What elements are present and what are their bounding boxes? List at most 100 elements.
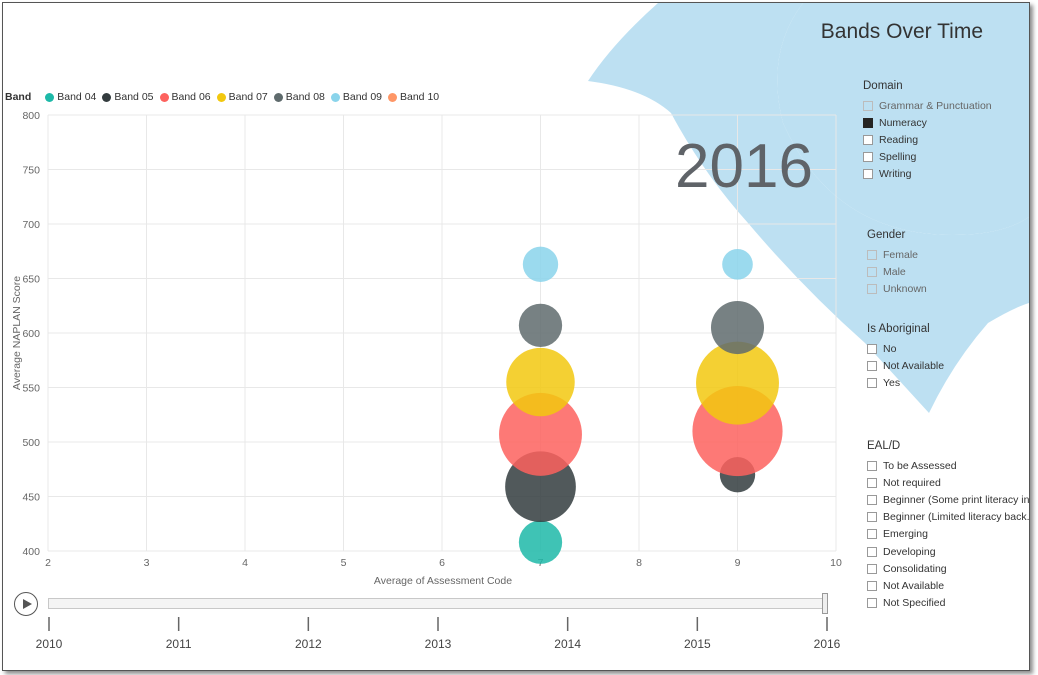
slicer-option[interactable]: Writing (863, 166, 992, 183)
slicer-option[interactable]: Emerging (867, 526, 1029, 543)
y-tick-label: 650 (22, 274, 40, 286)
legend-label: Band 09 (342, 91, 382, 103)
option-label: Yes (883, 376, 901, 389)
decorative-swirl-tail (588, 3, 1029, 413)
slicer-title: Is Aboriginal (867, 323, 930, 335)
y-tick-label: 800 (22, 110, 40, 122)
option-label: No (883, 342, 897, 355)
scatter-chart: 2345678910800750700650600550500450400Ave… (11, 110, 842, 587)
checkbox[interactable] (867, 529, 877, 540)
legend-label: Band 10 (400, 91, 440, 103)
checkbox[interactable] (867, 460, 877, 471)
slicer-option[interactable]: Not required (867, 474, 1029, 491)
legend-item[interactable]: Band 05 (102, 91, 154, 103)
play-button[interactable] (14, 592, 38, 616)
legend-item[interactable]: Band 07 (216, 91, 268, 103)
timeline-track[interactable] (48, 598, 826, 609)
x-tick-label: 9 (735, 557, 741, 569)
x-tick-label: 5 (341, 557, 347, 569)
slicer-option[interactable]: Consolidating (867, 560, 1029, 577)
legend-marker (102, 92, 112, 102)
checkbox[interactable] (867, 377, 877, 388)
checkbox[interactable] (867, 266, 877, 277)
option-label: Spelling (879, 151, 917, 164)
timeline-year-label[interactable]: 2013 (424, 637, 452, 651)
legend-item[interactable]: Band 04 (45, 91, 96, 103)
option-label: Not required (883, 476, 941, 489)
checkbox[interactable] (863, 169, 873, 180)
timeline-year-label[interactable]: 2015 (683, 637, 711, 651)
is-aboriginal-slicer: Is Aboriginal No Not Available Yes (867, 323, 944, 392)
checkbox[interactable] (867, 512, 877, 523)
slicer-option[interactable]: Not Available (867, 577, 1029, 594)
timeline-year-label[interactable]: 2016 (813, 637, 841, 651)
slicer-option[interactable]: Grammar & Punctuation (863, 97, 992, 114)
checkbox[interactable] (867, 249, 877, 260)
bubble-band-04[interactable] (518, 520, 563, 564)
option-label: Beginner (Some print literacy in... (883, 493, 1030, 506)
x-axis-title: Average of Assessment Code (374, 575, 512, 587)
slicer-option[interactable]: Numeracy (863, 114, 992, 131)
slicer-option[interactable]: To be Assessed (867, 457, 1029, 474)
bubble-band-07[interactable] (696, 341, 779, 425)
legend-item[interactable]: Band 08 (273, 91, 325, 103)
slicer-option[interactable]: Developing (867, 543, 1029, 560)
timeline-thumb[interactable] (822, 593, 828, 614)
slicer-option[interactable]: Yes (867, 374, 944, 391)
slicer-option[interactable]: Female (867, 246, 927, 263)
checkbox[interactable] (867, 343, 877, 354)
bubble-band-09[interactable] (522, 246, 559, 283)
checkbox[interactable] (863, 152, 873, 163)
checkbox[interactable] (867, 598, 877, 609)
slicer-option[interactable]: Male (867, 263, 927, 280)
slicer-option[interactable]: Beginner (Limited literacy back... (867, 509, 1030, 526)
checkbox[interactable] (867, 494, 877, 505)
legend-label: Band 08 (285, 91, 325, 103)
option-label: Not Specified (883, 597, 946, 610)
legend-marker (159, 92, 169, 102)
option-label: Emerging (883, 528, 928, 541)
checkbox[interactable] (867, 477, 877, 488)
slicer-option[interactable]: Not Available (867, 357, 944, 374)
slicer-option[interactable]: No (867, 340, 944, 357)
y-tick-label: 750 (22, 165, 40, 177)
slicer-title: EAL/D (867, 440, 901, 452)
checkbox[interactable] (863, 100, 873, 111)
timeline-year-label[interactable]: 2010 (35, 637, 63, 651)
checkbox[interactable] (867, 283, 877, 294)
y-tick-label: 400 (22, 546, 40, 558)
bubble-band-07[interactable] (506, 347, 575, 417)
bubble-band-09[interactable] (722, 249, 753, 280)
slicer-option[interactable]: Unknown (867, 280, 927, 297)
report-title: Bands Over Time (820, 20, 983, 43)
option-label: Not Available (883, 579, 945, 592)
bubble-band-06[interactable] (499, 392, 582, 476)
timeline-year-label[interactable]: 2014 (554, 637, 582, 651)
slicer-option[interactable]: Not Specified (867, 595, 1029, 612)
timeline-year-label[interactable]: 2012 (294, 637, 322, 651)
checkbox[interactable] (867, 563, 877, 574)
slicer-option[interactable]: Spelling (863, 149, 992, 166)
x-tick-label: 8 (636, 557, 642, 569)
x-tick-label: 3 (144, 557, 150, 569)
checkbox[interactable] (863, 117, 873, 128)
bubble-band-08[interactable] (518, 303, 563, 348)
bubble-band-08[interactable] (710, 301, 765, 355)
option-label: Beginner (Limited literacy back... (883, 511, 1030, 524)
checkbox[interactable] (867, 546, 877, 557)
option-label: Female (883, 248, 919, 261)
checkbox[interactable] (867, 360, 877, 371)
option-label: Developing (883, 545, 936, 558)
option-label: To be Assessed (883, 459, 957, 472)
checkbox[interactable] (863, 134, 873, 145)
timeline-year-label[interactable]: 2011 (165, 637, 192, 651)
slicer-option[interactable]: Reading (863, 131, 992, 148)
legend-item[interactable]: Band 06 (159, 91, 211, 103)
domain-slicer: Domain Grammar & Punctuation Numeracy Readi… (863, 80, 992, 183)
x-tick-label: 4 (242, 557, 248, 569)
slicer-option[interactable]: Beginner (Some print literacy in... (867, 491, 1030, 508)
legend-item[interactable]: Band 09 (330, 91, 382, 103)
legend-item[interactable]: Band 10 (388, 91, 439, 103)
checkbox[interactable] (867, 580, 877, 591)
